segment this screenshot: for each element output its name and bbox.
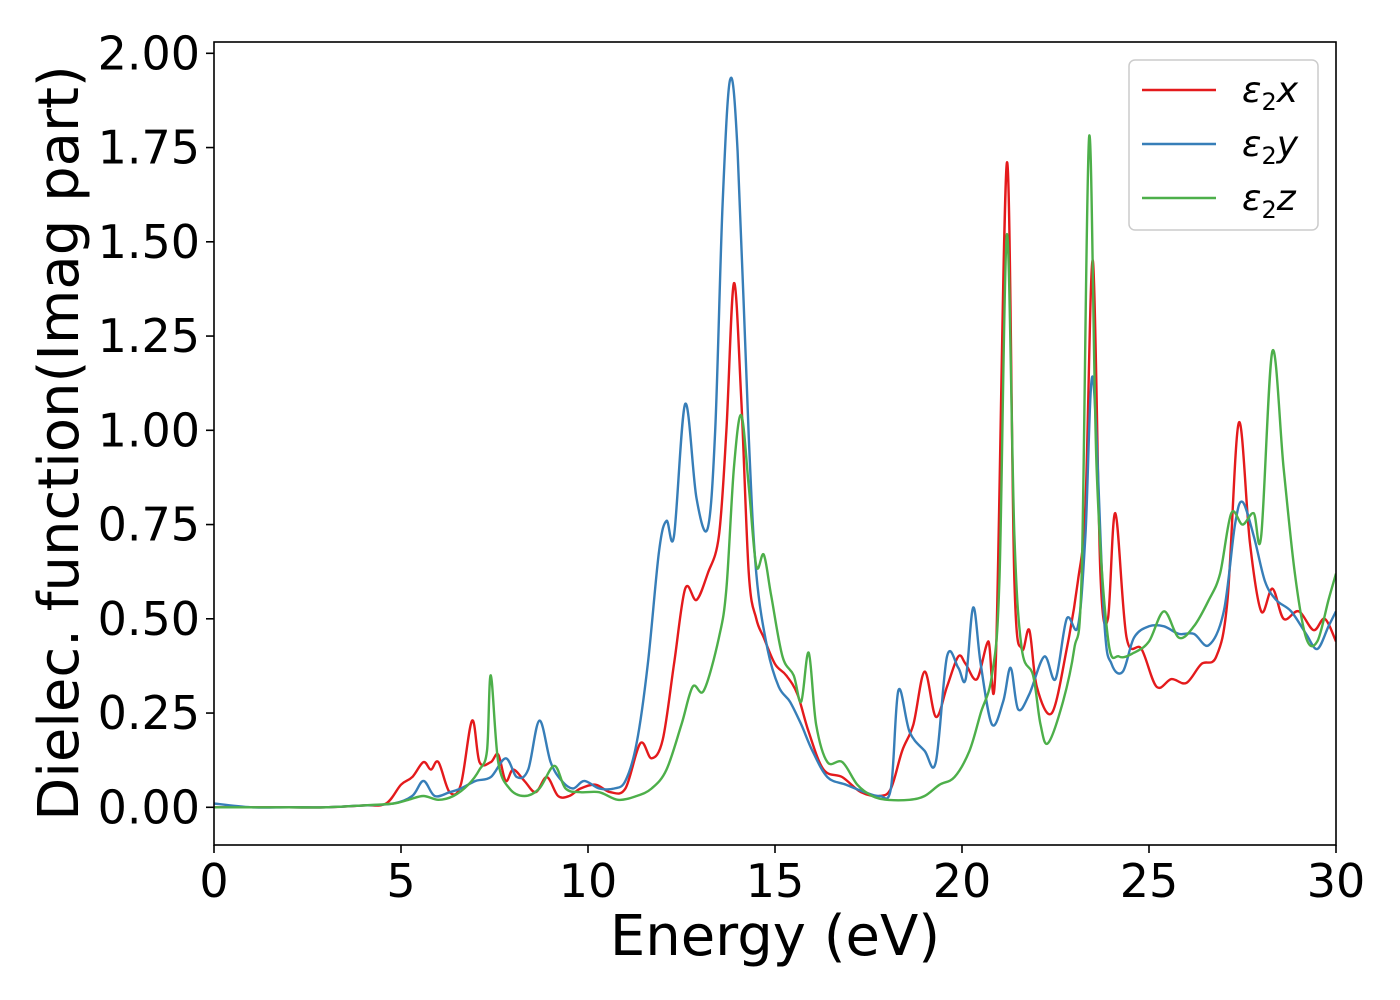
x-axis-label: Energy (eV) (610, 904, 940, 969)
y-tick-label: 1.00 (98, 403, 200, 457)
x-tick-label: 30 (1307, 854, 1366, 908)
y-tick-label: 1.75 (98, 121, 200, 175)
y-axis-label: Dielec. function(Imag part) (27, 65, 92, 821)
legend-label-z: ε2z (1242, 178, 1297, 224)
x-tick-label: 25 (1120, 854, 1179, 908)
y-tick-label: 0.00 (98, 780, 200, 834)
y-tick-label: 0.75 (98, 498, 200, 552)
y-tick-label: 1.25 (98, 309, 200, 363)
y-tick-label: 2.00 (98, 26, 200, 80)
x-tick-label: 20 (933, 854, 992, 908)
series-layer (214, 76, 1336, 809)
legend-label-y: ε2y (1242, 124, 1299, 170)
y-axis-ticks: 0.00 0.25 0.50 0.75 1.00 1.25 1.50 1.75 2.00 (98, 26, 214, 834)
series-line-z (214, 134, 1336, 809)
x-tick-label: 15 (746, 854, 805, 908)
legend-label-x: ε2x (1242, 70, 1299, 116)
y-tick-label: 0.25 (98, 686, 200, 740)
series-line-x (214, 161, 1336, 809)
legend-box (1128, 59, 1319, 231)
legend: ε2x ε2y ε2z (1128, 59, 1319, 231)
x-axis-ticks: 0 5 10 15 20 25 30 (199, 845, 1365, 908)
y-tick-label: 0.50 (98, 592, 200, 646)
x-tick-label: 10 (559, 854, 618, 908)
x-tick-label: 5 (386, 854, 415, 908)
x-tick-label: 0 (199, 854, 228, 908)
y-tick-label: 1.50 (98, 215, 200, 269)
series-line-y (214, 76, 1336, 809)
